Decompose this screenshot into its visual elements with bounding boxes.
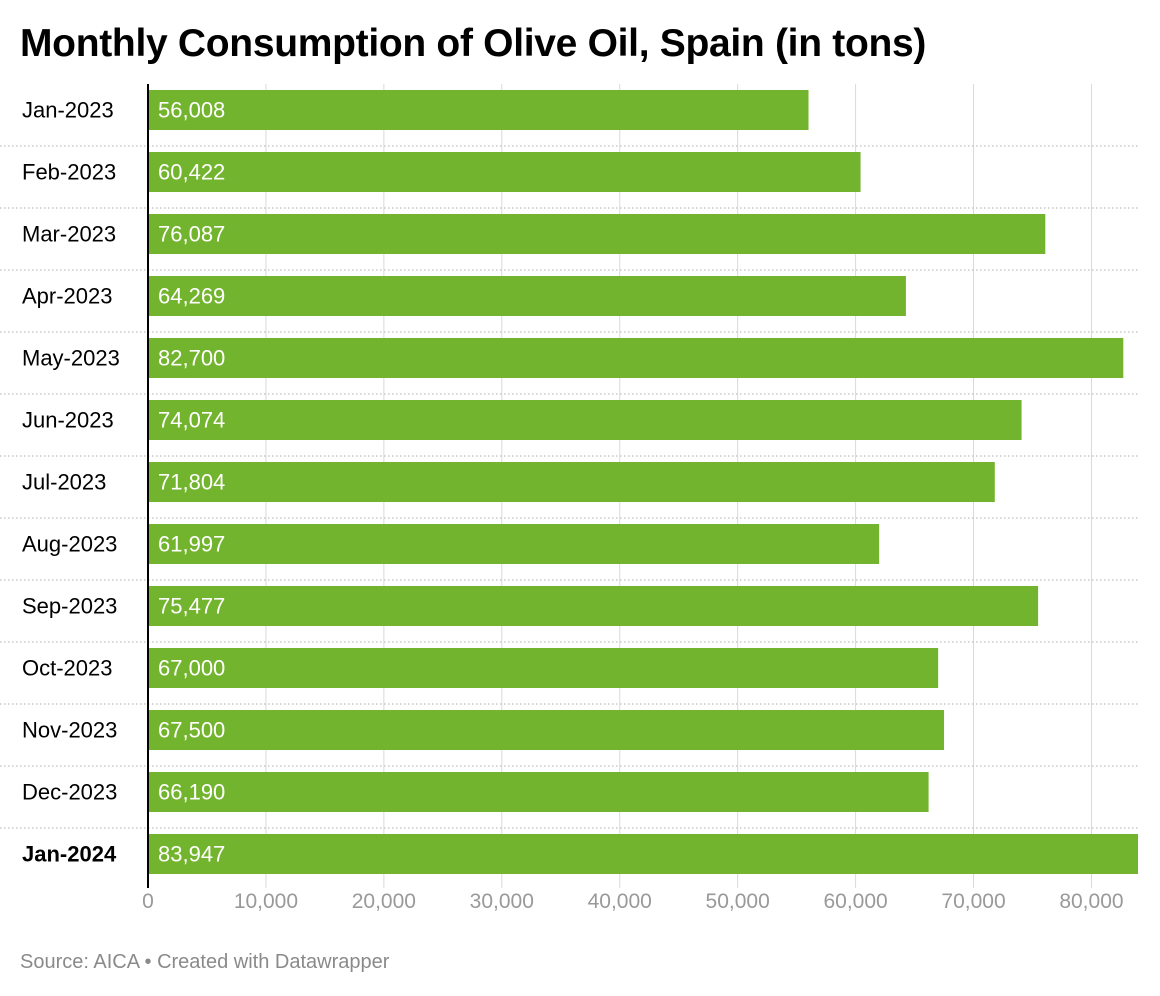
bar — [148, 214, 1046, 254]
category-label: May-2023 — [22, 346, 120, 371]
value-label: 67,000 — [158, 656, 225, 681]
bar — [148, 90, 809, 130]
category-label: Oct-2023 — [22, 656, 113, 681]
bar — [148, 338, 1124, 378]
source-footer: Source: AICA • Created with Datawrapper — [20, 951, 390, 973]
bar — [148, 276, 906, 316]
category-label: Jun-2023 — [22, 408, 114, 433]
value-label: 61,997 — [158, 532, 225, 557]
category-label: Jul-2023 — [22, 470, 106, 495]
bar — [148, 462, 995, 502]
x-tick-label: 50,000 — [706, 890, 770, 913]
x-tick-label: 30,000 — [470, 890, 534, 913]
category-label: Nov-2023 — [22, 718, 117, 743]
bar — [148, 710, 945, 750]
value-label: 74,074 — [158, 408, 225, 433]
x-tick-label: 40,000 — [588, 890, 652, 913]
category-label: Jan-2023 — [22, 98, 114, 123]
x-tick-label: 80,000 — [1059, 890, 1123, 913]
category-label: Jan-2024 — [22, 842, 117, 867]
bar-chart: Jan-2023 56,008 Feb-2023 60,422 Mar-2023 76,0… — [0, 84, 1140, 913]
value-label: 83,947 — [158, 842, 225, 867]
bar — [148, 524, 880, 564]
value-label: 71,804 — [158, 470, 225, 495]
category-label: Sep-2023 — [22, 594, 117, 619]
value-label: 76,087 — [158, 222, 225, 247]
bar — [148, 772, 929, 812]
value-label: 56,008 — [158, 98, 225, 123]
value-label: 75,477 — [158, 594, 225, 619]
x-tick-label: 10,000 — [234, 890, 298, 913]
category-label: Mar-2023 — [22, 222, 116, 247]
value-label: 64,269 — [158, 284, 225, 309]
bar — [148, 152, 861, 192]
x-tick-label: 0 — [142, 890, 154, 913]
category-label: Aug-2023 — [22, 532, 117, 557]
x-tick-label: 70,000 — [941, 890, 1005, 913]
category-label: Feb-2023 — [22, 160, 116, 185]
value-label: 67,500 — [158, 718, 225, 743]
value-label: 60,422 — [158, 160, 225, 185]
bar — [148, 586, 1039, 626]
category-label: Dec-2023 — [22, 780, 117, 805]
x-tick-label: 20,000 — [352, 890, 416, 913]
chart-title: Monthly Consumption of Olive Oil, Spain … — [20, 22, 927, 65]
value-label: 82,700 — [158, 346, 225, 371]
bar — [148, 648, 939, 688]
x-tick-label: 60,000 — [823, 890, 887, 913]
bar — [148, 834, 1138, 874]
category-label: Apr-2023 — [22, 284, 113, 309]
value-label: 66,190 — [158, 780, 225, 805]
bar — [148, 400, 1022, 440]
